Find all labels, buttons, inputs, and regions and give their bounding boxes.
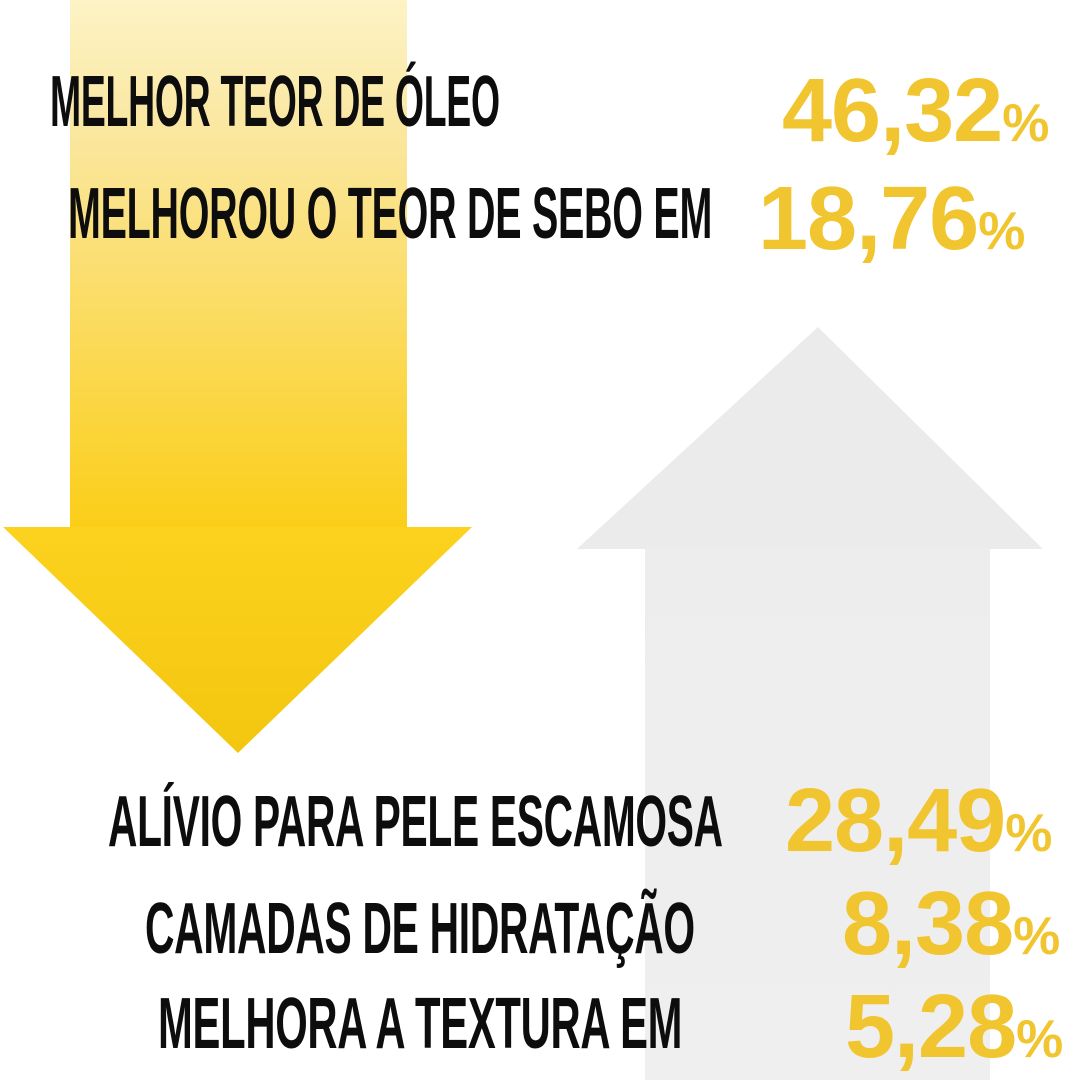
- percent-sign: %: [1002, 94, 1050, 153]
- metric-label-hydration-layers: CAMADAS DE HIDRATAÇÃO: [145, 889, 695, 969]
- metric-value-sebum-content: 18,76%: [758, 174, 1025, 264]
- metric-number: 46,32: [782, 61, 1003, 161]
- percent-sign: %: [1013, 907, 1061, 966]
- metric-number: 18,76: [758, 169, 979, 269]
- percent-sign: %: [978, 202, 1026, 261]
- metric-value-texture: 5,28%: [845, 982, 1063, 1072]
- up-arrow-shaft: [645, 547, 990, 1080]
- metric-value-hydration-layers: 8,38%: [842, 879, 1060, 969]
- metric-number: 28,49: [785, 771, 1006, 871]
- metric-value-flaky-skin: 28,49%: [785, 776, 1052, 866]
- metric-label-flaky-skin: ALÍVIO PARA PELE ESCAMOSA: [108, 782, 723, 862]
- metric-label-oil-content: MELHOR TEOR DE ÓLEO: [50, 62, 500, 142]
- metric-number: 5,28: [845, 977, 1017, 1077]
- metric-value-oil-content: 46,32%: [782, 66, 1049, 156]
- metric-label-sebum-content: MELHOROU O TEOR DE SEBO EM: [68, 174, 713, 254]
- percent-sign: %: [1005, 804, 1053, 863]
- metric-label-texture: MELHORA A TEXTURA EM: [158, 984, 683, 1064]
- down-arrow-shaft: [70, 0, 407, 528]
- up-arrow-head: [577, 327, 1043, 549]
- percent-sign: %: [1016, 1010, 1064, 1069]
- down-arrow-head: [3, 527, 472, 753]
- metric-number: 8,38: [842, 874, 1014, 974]
